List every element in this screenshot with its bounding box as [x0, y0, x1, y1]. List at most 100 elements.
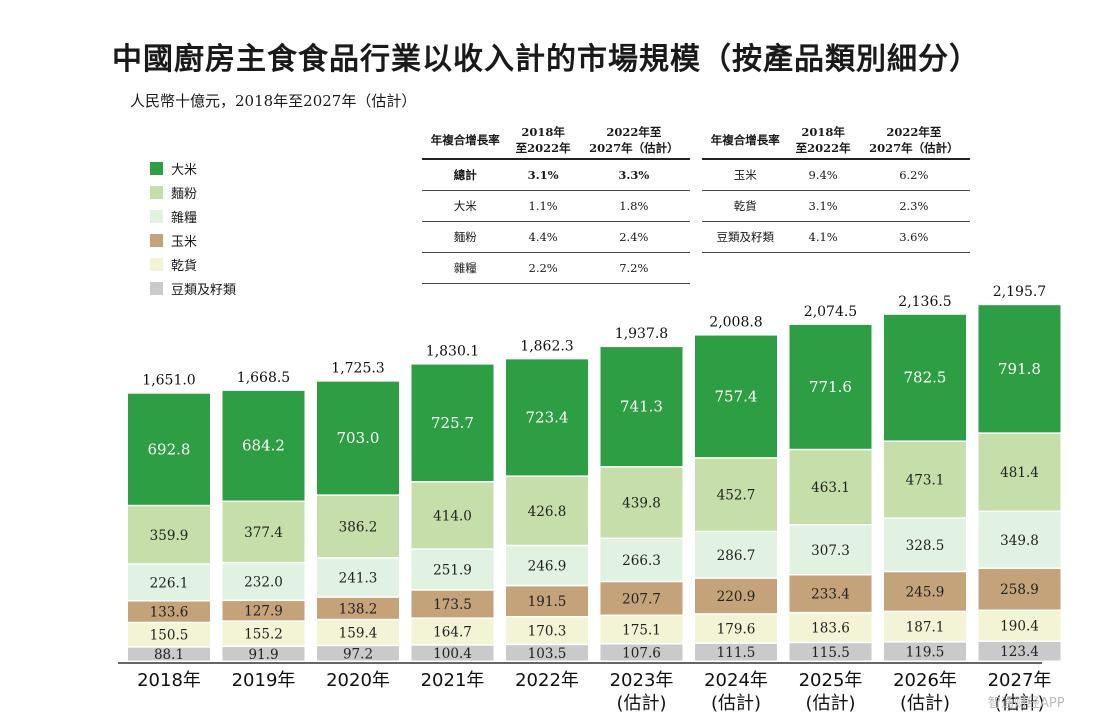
legend-item-rice: 大米 [150, 156, 236, 180]
bar-segment-rice [128, 393, 210, 505]
row-label: 雜糧 [422, 252, 509, 284]
bar-segment-beans_seeds [695, 643, 777, 661]
cagr-value: 1.8% [577, 190, 690, 222]
bar-segment-dried_goods [317, 620, 399, 645]
row-label: 總計 [422, 159, 509, 191]
x-tick-label: (估計) [994, 693, 1044, 714]
cagr-value: 7.2% [577, 252, 690, 284]
bar-segment-corn [128, 601, 210, 622]
bar-value-label: 191.5 [528, 594, 567, 610]
x-tick-label: 2022年 [515, 670, 579, 691]
legend-label: 雜糧 [171, 210, 198, 226]
bar-total-label: 1,937.8 [615, 326, 668, 342]
bar-value-label: 159.4 [339, 626, 378, 642]
bar-value-label: 241.3 [339, 570, 378, 586]
bar-segment-rice [222, 390, 305, 501]
x-tick-label: 2026年 [893, 670, 957, 691]
legend-label: 玉米 [171, 234, 198, 250]
bar-segment-corn [222, 601, 305, 621]
legend-item-coarse_grains: 雜糧 [150, 204, 236, 228]
legend-swatch [150, 209, 163, 223]
row-label: 玉米 [702, 159, 789, 191]
table-header-cell: 年複合增長率 [422, 122, 509, 160]
bar-segment-flour [600, 467, 683, 538]
cagr-table-right: 年複合增長率 2018年 至2022年 2022年至 2027年（估計） 玉米 9.4% 6… [702, 122, 970, 253]
bar-segment-corn [411, 590, 494, 618]
bar-segment-dried_goods [884, 612, 966, 642]
bar-segment-rice [411, 364, 494, 482]
bar-segment-beans_seeds [884, 642, 966, 661]
bar-value-label: 232.0 [244, 574, 283, 590]
table-row: 總計 3.1% 3.3% [422, 159, 690, 191]
row-label: 豆類及籽類 [702, 221, 789, 253]
bar-value-label: 155.2 [244, 627, 283, 643]
x-tick-label: (估計) [616, 693, 666, 714]
cagr-value: 3.1% [788, 190, 858, 222]
cagr-value: 9.4% [788, 159, 858, 191]
bar-segment-dried_goods [128, 623, 210, 647]
bar-value-label: 226.1 [150, 575, 189, 591]
table-header-cell: 年複合增長率 [702, 122, 789, 160]
bar-value-label: 115.5 [811, 645, 850, 661]
bar-segment-beans_seeds [789, 643, 872, 661]
legend-swatch [150, 281, 163, 295]
bar-segment-coarse_grains [222, 563, 305, 600]
bar-segment-coarse_grains [317, 558, 399, 597]
legend-label: 豆類及籽類 [171, 282, 237, 298]
bar-value-label: 175.1 [622, 623, 661, 639]
table-row: 玉米 9.4% 6.2% [702, 159, 970, 191]
bar-segment-coarse_grains [600, 539, 683, 581]
bar-segment-beans_seeds [222, 647, 305, 661]
x-tick-label: 2024年 [704, 670, 768, 691]
legend-swatch [150, 257, 163, 271]
bar-segment-flour [317, 495, 399, 558]
x-tick-label: 2027年 [988, 670, 1052, 691]
x-tick-label: 2023年 [610, 670, 674, 691]
bar-segment-coarse_grains [789, 525, 872, 574]
bar-value-label: 97.2 [343, 646, 373, 662]
cagr-value: 3.1% [508, 159, 578, 191]
chart-subtitle: 人民幣十億元，2018年至2027年（估計） [130, 92, 417, 110]
bar-value-label: 286.7 [717, 548, 756, 564]
bar-segment-rice [789, 324, 872, 449]
x-tick-label: (估計) [805, 693, 855, 714]
row-label: 乾貨 [702, 190, 789, 222]
cagr-value: 2.3% [857, 190, 970, 222]
bar-total-label: 1,830.1 [426, 344, 479, 360]
table-row: 雜糧 2.2% 7.2% [422, 252, 690, 284]
x-tick-label: 2021年 [421, 670, 485, 691]
table-row: 麵粉 4.4% 2.4% [422, 221, 690, 253]
bar-segment-beans_seeds [506, 645, 588, 661]
bar-segment-rice [600, 347, 683, 467]
bar-segment-dried_goods [506, 617, 588, 644]
bar-value-label: 307.3 [811, 543, 850, 559]
legend-swatch [150, 233, 163, 247]
bar-total-label: 1,725.3 [331, 361, 384, 377]
bar-segment-corn [506, 586, 588, 617]
bar-segment-coarse_grains [128, 564, 210, 601]
bar-value-label: 349.8 [1000, 533, 1039, 549]
bar-segment-coarse_grains [506, 546, 588, 585]
legend-item-dried_goods: 乾貨 [150, 252, 236, 276]
bar-value-label: 150.5 [150, 628, 189, 644]
bar-segment-flour [411, 482, 494, 549]
bar-segment-corn [695, 578, 777, 614]
legend: 大米 麵粉 雜糧 玉米 乾貨 豆類及籽類 [150, 156, 236, 300]
bar-segment-beans_seeds [978, 641, 1061, 661]
x-tick-label: 2020年 [326, 670, 390, 691]
bar-value-label: 123.4 [1000, 644, 1039, 660]
bar-value-label: 170.3 [528, 624, 567, 640]
bar-segment-corn [789, 575, 872, 612]
bar-segment-flour [222, 502, 305, 562]
bar-value-label: 782.5 [904, 369, 947, 387]
bar-segment-beans_seeds [317, 646, 399, 661]
bar-segment-coarse_grains [411, 549, 494, 590]
bar-value-label: 463.1 [811, 480, 850, 496]
cagr-table-left: 年複合增長率 2018年 至2022年 2022年至 2027年（估計） 總計 3.1% 3… [422, 122, 690, 284]
bar-value-label: 725.7 [431, 414, 474, 432]
bar-value-label: 233.4 [811, 587, 850, 603]
bar-value-label: 103.5 [528, 646, 567, 662]
table-header-cell: 2022年至 2027年（估計） [857, 122, 970, 160]
legend-label: 乾貨 [171, 258, 198, 274]
bar-segment-flour [695, 458, 777, 531]
